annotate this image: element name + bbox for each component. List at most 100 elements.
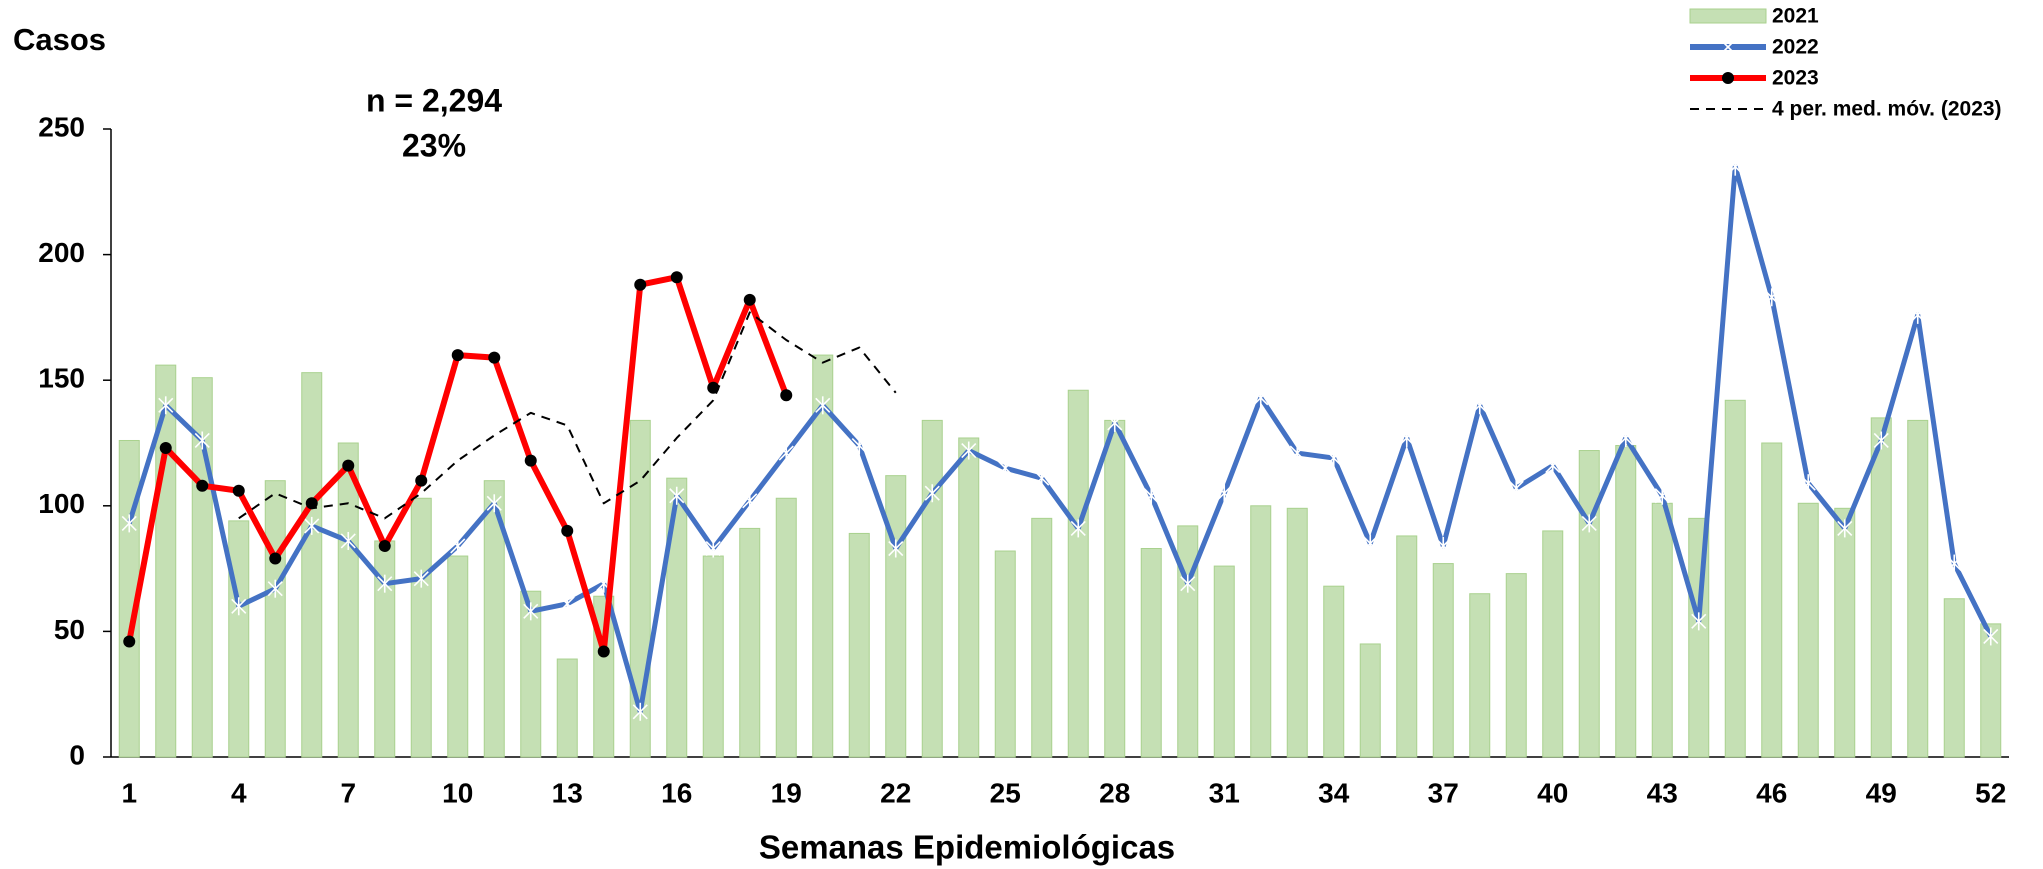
y-tick-label: 100 (38, 488, 85, 519)
marker (413, 569, 429, 588)
marker (1946, 554, 1962, 573)
bar (1943, 598, 1965, 758)
marker (1070, 519, 1086, 538)
marker (1910, 305, 1926, 324)
bar (228, 520, 250, 758)
x-tick-label: 49 (1866, 777, 1897, 808)
marker (997, 459, 1013, 478)
bar (1724, 399, 1746, 758)
bar (1578, 450, 1600, 758)
marker (1107, 413, 1123, 432)
marker (340, 531, 356, 550)
marker (269, 552, 282, 565)
bar (1396, 535, 1418, 758)
bar (1907, 419, 1929, 758)
marker (1216, 484, 1232, 503)
marker (1800, 474, 1816, 493)
annotation: n = 2,294 (366, 82, 502, 118)
bar (1542, 530, 1564, 758)
marker (1581, 514, 1597, 533)
x-tick-label: 4 (231, 777, 247, 808)
marker (780, 389, 793, 402)
bar (1870, 417, 1892, 758)
bar (264, 480, 286, 758)
bar (410, 497, 432, 758)
x-tick-label: 25 (990, 777, 1021, 808)
bar (556, 658, 578, 758)
marker (1289, 444, 1305, 463)
bar (1031, 517, 1053, 758)
bar (702, 555, 724, 758)
marker (159, 442, 172, 455)
y-tick-label: 200 (38, 237, 85, 268)
y-tick-label: 50 (54, 614, 85, 645)
marker (1727, 157, 1743, 176)
y-axis-label: Casos (13, 22, 106, 57)
y-tick-label: 0 (69, 739, 85, 770)
marker (123, 635, 136, 648)
marker (304, 516, 320, 535)
bar (1104, 419, 1126, 758)
bar (775, 497, 797, 758)
marker (1508, 479, 1524, 498)
marker (194, 431, 210, 450)
marker (632, 702, 648, 721)
marker (1837, 519, 1853, 538)
marker (705, 539, 721, 558)
marker (1654, 486, 1670, 505)
marker (1764, 288, 1780, 307)
bar (483, 480, 505, 758)
bar (739, 527, 761, 758)
bar (812, 354, 834, 758)
marker (743, 293, 756, 306)
legend-marker (1720, 39, 1736, 55)
x-tick-label: 22 (880, 777, 911, 808)
bar (666, 477, 688, 758)
legend-swatch (1689, 8, 1767, 24)
marker (924, 484, 940, 503)
marker (961, 441, 977, 460)
x-tick-label: 46 (1756, 777, 1787, 808)
marker (415, 474, 428, 487)
marker (524, 454, 537, 467)
x-tick-label: 1 (121, 777, 137, 808)
bar (958, 437, 980, 758)
marker (597, 645, 610, 658)
marker (121, 514, 137, 533)
bar (1067, 389, 1089, 758)
x-tick-label: 31 (1209, 777, 1240, 808)
bar (1834, 507, 1856, 758)
legend-label: 4 per. med. móv. (2023) (1772, 98, 2002, 121)
marker (1873, 431, 1889, 450)
marker (451, 349, 464, 362)
marker (851, 436, 867, 455)
bar (1469, 593, 1491, 758)
legend-label: 2023 (1772, 67, 1819, 90)
marker (670, 271, 683, 284)
bar (1359, 643, 1381, 758)
marker (488, 351, 501, 364)
marker (1472, 396, 1488, 415)
bar (1213, 565, 1235, 758)
bar (1797, 502, 1819, 758)
bar (1980, 623, 2002, 758)
marker (1362, 534, 1378, 553)
bar (301, 372, 323, 758)
marker (1143, 486, 1159, 505)
x-tick-label: 43 (1647, 777, 1678, 808)
marker (1034, 469, 1050, 488)
bar (848, 532, 870, 758)
marker (232, 484, 245, 497)
marker (1691, 612, 1707, 631)
bar (1140, 548, 1162, 758)
marker (742, 491, 758, 510)
legend-marker (1722, 72, 1734, 84)
bar (1323, 585, 1345, 758)
marker (378, 539, 391, 552)
marker (559, 594, 575, 613)
bar (1615, 445, 1637, 758)
marker (1545, 456, 1561, 475)
legend-label: 2022 (1772, 36, 1819, 59)
marker (1326, 449, 1342, 468)
